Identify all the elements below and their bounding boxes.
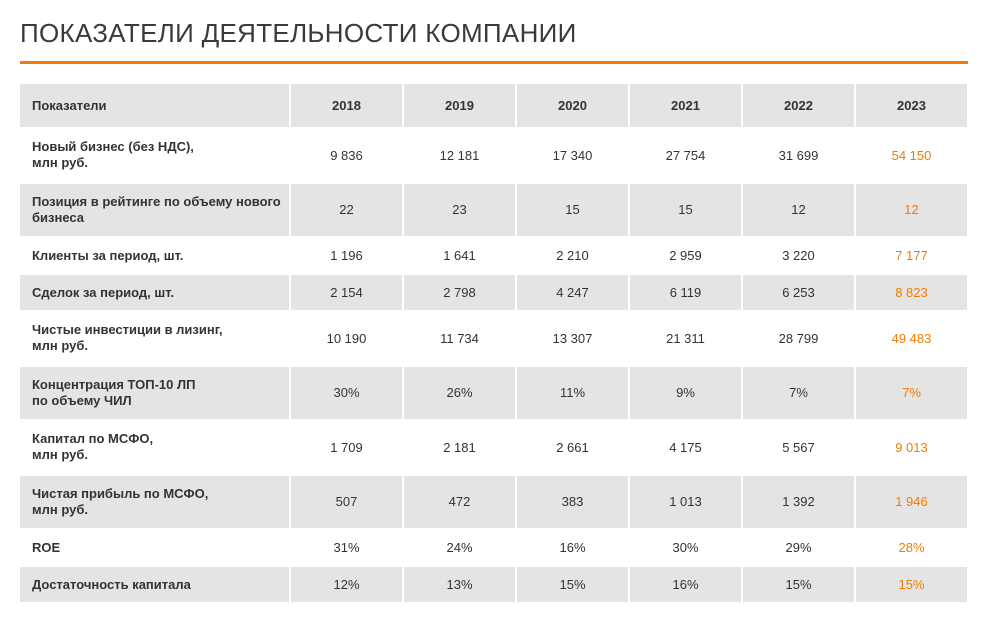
cell-value: 2 959 xyxy=(629,237,742,274)
cell-value: 21 311 xyxy=(629,311,742,366)
table-row: Чистые инвестиции в лизинг,млн руб.10 19… xyxy=(20,311,968,366)
cell-value: 30% xyxy=(629,529,742,566)
table-row: Позиция в рейтинге по объему нового бизн… xyxy=(20,183,968,238)
cell-value: 6 119 xyxy=(629,274,742,311)
header-year: 2023 xyxy=(855,84,968,128)
cell-value: 26% xyxy=(403,366,516,421)
cell-value: 28% xyxy=(855,529,968,566)
cell-value: 49 483 xyxy=(855,311,968,366)
cell-value: 4 247 xyxy=(516,274,629,311)
cell-value: 9 836 xyxy=(290,128,403,183)
cell-value: 28 799 xyxy=(742,311,855,366)
header-year: 2020 xyxy=(516,84,629,128)
table-body: Новый бизнес (без НДС),млн руб.9 83612 1… xyxy=(20,128,968,603)
header-year: 2019 xyxy=(403,84,516,128)
performance-table: Показатели 2018 2019 2020 2021 2022 2023… xyxy=(20,84,969,604)
cell-value: 16% xyxy=(516,529,629,566)
cell-value: 507 xyxy=(290,475,403,530)
cell-value: 1 392 xyxy=(742,475,855,530)
cell-value: 10 190 xyxy=(290,311,403,366)
cell-value: 22 xyxy=(290,183,403,238)
row-label: Достаточность капитала xyxy=(20,566,290,603)
cell-value: 7% xyxy=(855,366,968,421)
cell-value: 15% xyxy=(742,566,855,603)
cell-value: 23 xyxy=(403,183,516,238)
cell-value: 24% xyxy=(403,529,516,566)
row-label: Чистая прибыль по МСФО,млн руб. xyxy=(20,475,290,530)
cell-value: 1 013 xyxy=(629,475,742,530)
cell-value: 9% xyxy=(629,366,742,421)
cell-value: 31% xyxy=(290,529,403,566)
cell-value: 15 xyxy=(629,183,742,238)
cell-value: 15% xyxy=(516,566,629,603)
row-label: Чистые инвестиции в лизинг,млн руб. xyxy=(20,311,290,366)
cell-value: 2 798 xyxy=(403,274,516,311)
cell-value: 27 754 xyxy=(629,128,742,183)
row-label: Новый бизнес (без НДС),млн руб. xyxy=(20,128,290,183)
cell-value: 8 823 xyxy=(855,274,968,311)
table-row: Клиенты за период, шт.1 1961 6412 2102 9… xyxy=(20,237,968,274)
cell-value: 11% xyxy=(516,366,629,421)
table-row: Новый бизнес (без НДС),млн руб.9 83612 1… xyxy=(20,128,968,183)
cell-value: 5 567 xyxy=(742,420,855,475)
cell-value: 2 181 xyxy=(403,420,516,475)
table-header-row: Показатели 2018 2019 2020 2021 2022 2023 xyxy=(20,84,968,128)
cell-value: 2 154 xyxy=(290,274,403,311)
table-row: Достаточность капитала12%13%15%16%15%15% xyxy=(20,566,968,603)
title-underline xyxy=(20,61,968,64)
cell-value: 31 699 xyxy=(742,128,855,183)
table-row: Концентрация ТОП-10 ЛПпо объему ЧИЛ30%26… xyxy=(20,366,968,421)
row-label: Клиенты за период, шт. xyxy=(20,237,290,274)
header-year: 2022 xyxy=(742,84,855,128)
row-label: Позиция в рейтинге по объему нового бизн… xyxy=(20,183,290,238)
row-label: Сделок за период, шт. xyxy=(20,274,290,311)
cell-value: 12 181 xyxy=(403,128,516,183)
cell-value: 15 xyxy=(516,183,629,238)
cell-value: 1 641 xyxy=(403,237,516,274)
cell-value: 1 196 xyxy=(290,237,403,274)
row-label: Концентрация ТОП-10 ЛПпо объему ЧИЛ xyxy=(20,366,290,421)
cell-value: 6 253 xyxy=(742,274,855,311)
cell-value: 12 xyxy=(742,183,855,238)
header-year: 2021 xyxy=(629,84,742,128)
cell-value: 17 340 xyxy=(516,128,629,183)
row-label: ROE xyxy=(20,529,290,566)
table-row: ROE31%24%16%30%29%28% xyxy=(20,529,968,566)
cell-value: 3 220 xyxy=(742,237,855,274)
cell-value: 472 xyxy=(403,475,516,530)
cell-value: 383 xyxy=(516,475,629,530)
cell-value: 2 661 xyxy=(516,420,629,475)
cell-value: 7% xyxy=(742,366,855,421)
header-label: Показатели xyxy=(20,84,290,128)
cell-value: 7 177 xyxy=(855,237,968,274)
cell-value: 54 150 xyxy=(855,128,968,183)
cell-value: 1 946 xyxy=(855,475,968,530)
cell-value: 29% xyxy=(742,529,855,566)
cell-value: 2 210 xyxy=(516,237,629,274)
cell-value: 11 734 xyxy=(403,311,516,366)
cell-value: 12% xyxy=(290,566,403,603)
cell-value: 1 709 xyxy=(290,420,403,475)
cell-value: 30% xyxy=(290,366,403,421)
cell-value: 16% xyxy=(629,566,742,603)
table-row: Сделок за период, шт.2 1542 7984 2476 11… xyxy=(20,274,968,311)
cell-value: 13% xyxy=(403,566,516,603)
table-row: Чистая прибыль по МСФО,млн руб.507472383… xyxy=(20,475,968,530)
cell-value: 15% xyxy=(855,566,968,603)
header-year: 2018 xyxy=(290,84,403,128)
cell-value: 12 xyxy=(855,183,968,238)
row-label: Капитал по МСФО,млн руб. xyxy=(20,420,290,475)
cell-value: 9 013 xyxy=(855,420,968,475)
cell-value: 4 175 xyxy=(629,420,742,475)
table-row: Капитал по МСФО,млн руб.1 7092 1812 6614… xyxy=(20,420,968,475)
page-title: ПОКАЗАТЕЛИ ДЕЯТЕЛЬНОСТИ КОМПАНИИ xyxy=(20,18,968,49)
cell-value: 13 307 xyxy=(516,311,629,366)
